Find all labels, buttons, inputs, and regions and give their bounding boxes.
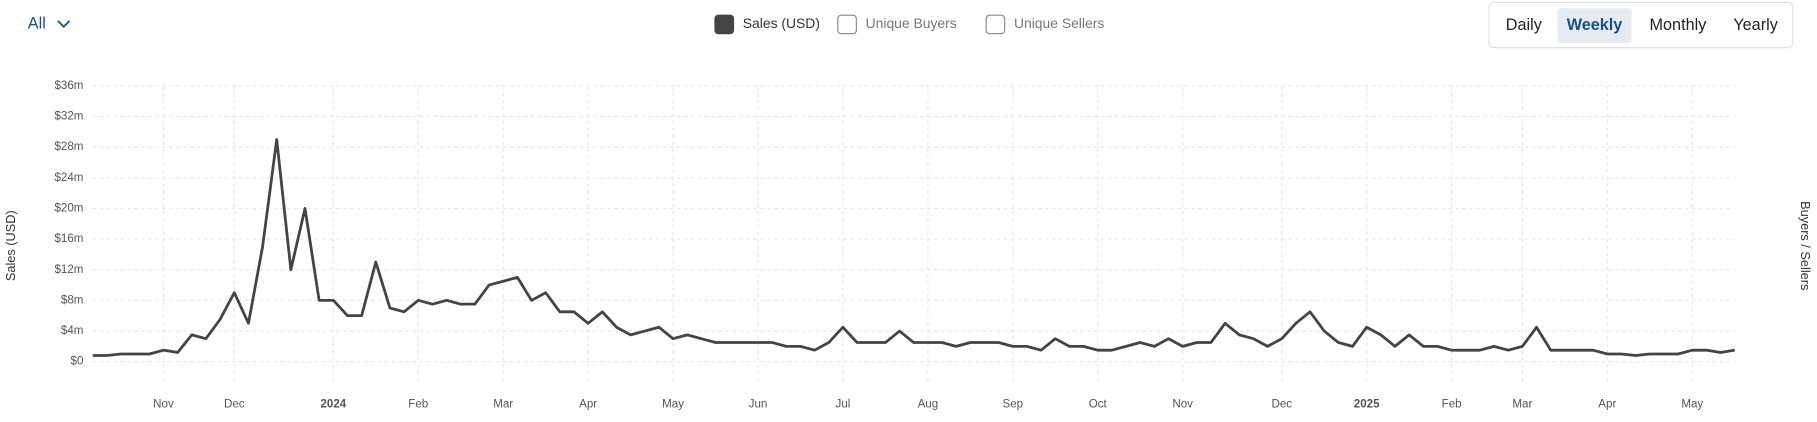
x-tick-label: Apr — [579, 399, 597, 411]
x-tick-label: Dec — [1271, 399, 1292, 411]
y-tick-label: $0 — [71, 356, 84, 368]
legend-label[interactable]: Unique Buyers — [866, 15, 957, 31]
x-tick-label: Mar — [493, 399, 513, 411]
y-tick-label: $36m — [54, 80, 83, 92]
x-tick-label: Aug — [918, 399, 939, 411]
x-tick-label: Dec — [224, 399, 245, 411]
y-axis-title: Sales (USD) — [3, 210, 18, 281]
x-tick-label: Sep — [1002, 399, 1023, 411]
x-tick-label: Nov — [153, 399, 174, 411]
x-tick-label: Apr — [1598, 399, 1616, 411]
x-tick-label: Nov — [1172, 399, 1193, 411]
x-tick-label: Feb — [1442, 399, 1462, 411]
period-button-selected[interactable] — [1557, 8, 1632, 43]
x-tick-label: Feb — [408, 399, 428, 411]
x-tick-label: May — [662, 399, 684, 411]
x-tick-label: Jul — [836, 399, 851, 411]
x-tick-label: Oct — [1089, 399, 1108, 411]
y-tick-label: $24m — [54, 172, 83, 184]
filter-dropdown[interactable]: All — [28, 15, 46, 33]
y-tick-label: $20m — [54, 202, 83, 214]
dropdown-chevron[interactable] — [57, 20, 71, 29]
series-line — [92, 138, 1735, 357]
x-tick-label: May — [1681, 399, 1703, 411]
y-tick-label: $12m — [54, 264, 83, 276]
y2-axis-title: Buyers / Sellers — [1798, 201, 1813, 290]
y-tick-label: $4m — [61, 325, 84, 337]
legend-label[interactable]: Sales (USD) — [743, 15, 820, 31]
legend-checkbox[interactable] — [985, 14, 1006, 35]
x-tick-label: 2025 — [1354, 399, 1380, 411]
period-button[interactable]: Yearly — [1733, 16, 1778, 34]
x-tick-label: Mar — [1512, 399, 1532, 411]
period-button[interactable]: Monthly — [1650, 16, 1708, 34]
y-tick-label: $32m — [54, 111, 83, 123]
legend-label[interactable]: Unique Sellers — [1014, 15, 1104, 31]
y-tick-label: $16m — [54, 233, 83, 245]
period-button[interactable]: Weekly — [1567, 16, 1623, 34]
x-tick-label: Jun — [749, 399, 768, 411]
period-button[interactable]: Daily — [1506, 16, 1543, 34]
x-tick-label: 2024 — [320, 399, 346, 411]
legend-checkbox[interactable] — [714, 14, 735, 35]
y-tick-label: $8m — [61, 294, 84, 306]
y-tick-label: $28m — [54, 141, 83, 153]
legend-checkbox[interactable] — [837, 14, 857, 35]
